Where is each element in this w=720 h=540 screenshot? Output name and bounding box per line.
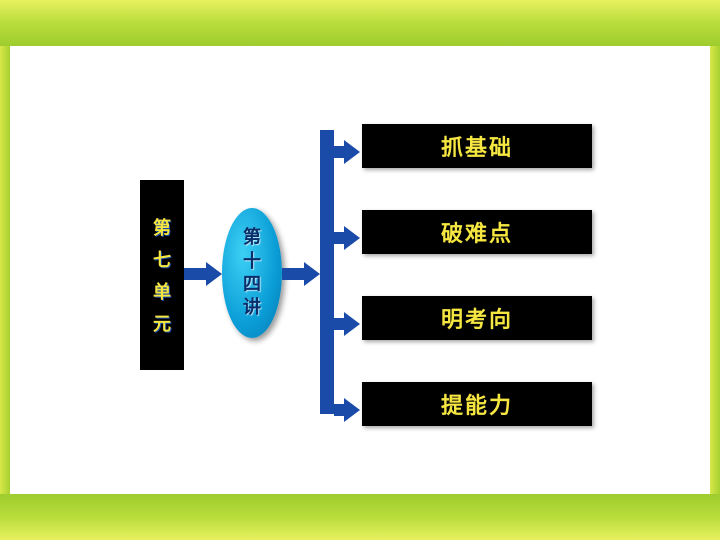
lecture-oval: 第 十 四 讲 <box>222 208 282 338</box>
unit-char: 单 <box>153 278 171 304</box>
lecture-char: 四 <box>243 273 261 296</box>
frame-bottom-bar <box>0 494 720 540</box>
frame-left-bar <box>0 46 10 494</box>
section-label: 抓基础 <box>441 130 513 162</box>
lecture-char: 第 <box>243 226 261 249</box>
branch-arrow <box>334 140 360 164</box>
section-label: 提能力 <box>441 388 513 420</box>
unit-box: 第 七 单 元 <box>140 180 184 370</box>
section-box: 明考向 <box>362 296 592 340</box>
section-box: 提能力 <box>362 382 592 426</box>
lecture-char: 讲 <box>243 296 261 319</box>
arrow-lecture-to-bracket <box>282 262 320 286</box>
frame-top-bar <box>0 0 720 46</box>
section-label: 破难点 <box>441 216 513 248</box>
arrow-unit-to-lecture <box>184 262 222 286</box>
lecture-char: 十 <box>243 250 261 273</box>
unit-char: 七 <box>153 246 171 272</box>
section-box: 抓基础 <box>362 124 592 168</box>
branch-arrow <box>334 312 360 336</box>
branch-arrow <box>334 398 360 422</box>
bracket-vertical <box>320 130 334 414</box>
frame-right-bar <box>710 46 720 494</box>
section-box: 破难点 <box>362 210 592 254</box>
section-label: 明考向 <box>441 302 513 334</box>
unit-char: 第 <box>153 214 171 240</box>
unit-char: 元 <box>153 310 171 336</box>
branch-arrow <box>334 226 360 250</box>
